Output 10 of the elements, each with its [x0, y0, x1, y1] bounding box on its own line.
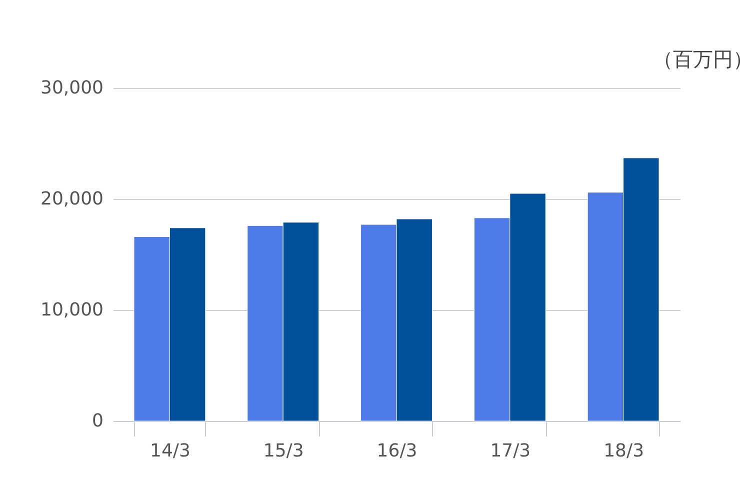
y-tick-label: 20,000 [40, 188, 104, 210]
y-tick-label: 10,000 [40, 300, 104, 320]
text: （百万円） [653, 47, 750, 71]
x-tick-label: 17/3 [490, 440, 531, 462]
y-tick-label: 0 [92, 410, 104, 432]
x-tick-label: 14/3 [150, 440, 190, 462]
x-tick-label: 16/3 [376, 440, 418, 462]
x-tick-label: 15/3 [263, 440, 304, 462]
x-tick-label: 18/3 [604, 440, 644, 462]
y-tick-label: 30,000 [40, 78, 104, 98]
